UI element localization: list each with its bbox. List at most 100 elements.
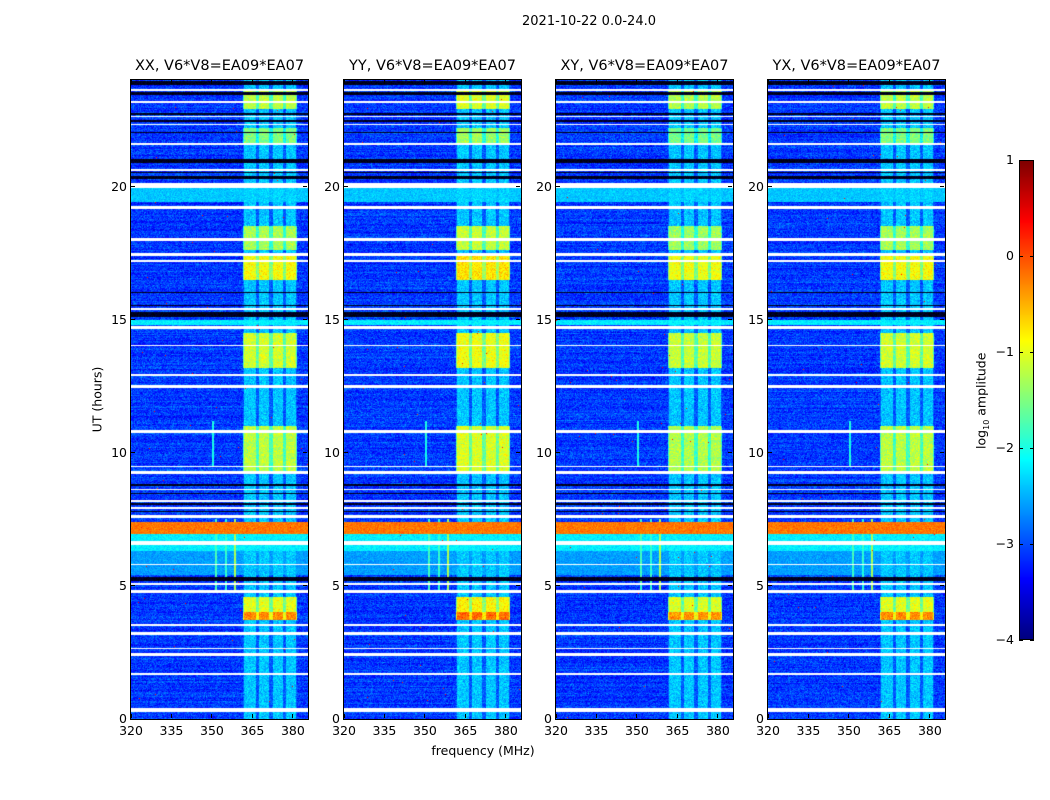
x-axis-label: frequency (MHz) — [431, 743, 535, 758]
y-tick-mark — [344, 186, 348, 187]
colorbar-tick-mark — [1019, 639, 1023, 641]
x-tick-label: 350 — [837, 723, 861, 738]
panel-title: YX, V6*V8=EA09*EA07 — [772, 58, 941, 74]
colorbar-tick-mark — [1030, 639, 1034, 641]
y-tick-mark — [131, 585, 135, 587]
x-tick-mark — [807, 714, 809, 718]
y-tick-mark — [940, 186, 944, 187]
colorbar-tick-mark — [1019, 543, 1023, 545]
colorbar-tick-label: −2 — [995, 440, 1014, 455]
x-tick-mark — [292, 80, 294, 84]
y-tick-mark — [728, 452, 732, 454]
panel-title: XY, V6*V8=EA09*EA07 — [560, 58, 729, 74]
y-tick-mark — [556, 718, 560, 720]
x-tick-label: 380 — [705, 723, 730, 738]
x-tick-mark — [343, 714, 345, 718]
x-tick-mark — [505, 80, 507, 84]
x-tick-label: 335 — [159, 723, 184, 738]
y-tick-label: 20 — [111, 178, 127, 194]
x-tick-mark — [170, 80, 172, 84]
y-tick-mark — [516, 319, 520, 321]
x-tick-mark — [717, 714, 719, 718]
y-tick-mark — [728, 585, 732, 587]
x-tick-mark — [292, 714, 294, 718]
y-tick-label: 10 — [111, 444, 127, 460]
x-tick-mark — [211, 714, 213, 718]
x-tick-mark — [130, 714, 132, 718]
y-tick-label: 15 — [536, 311, 552, 327]
y-tick-mark — [303, 718, 307, 720]
y-tick-label: 5 — [544, 577, 552, 593]
y-tick-mark — [768, 186, 772, 187]
y-tick-label: 20 — [536, 178, 552, 194]
y-tick-mark — [728, 718, 732, 720]
colorbar-tick-mark — [1030, 255, 1034, 257]
figure-title: 2021-10-22 0.0-24.0 — [522, 14, 656, 29]
colorbar-tick-mark — [1030, 351, 1034, 353]
colorbar-tick-mark — [1019, 351, 1023, 353]
x-tick-label: 380 — [493, 723, 518, 738]
colorbar-tick-mark — [1019, 447, 1023, 449]
colorbar-tick-mark — [1019, 255, 1023, 257]
x-tick-mark — [424, 80, 426, 84]
colorbar-tick-label: −4 — [995, 632, 1014, 647]
x-tick-mark — [636, 714, 638, 718]
heatmap-yx — [768, 80, 945, 719]
y-tick-mark — [728, 186, 732, 187]
panel-xx: XX, V6*V8=EA09*EA07 — [130, 58, 309, 720]
y-tick-label: 5 — [119, 577, 127, 593]
colorbar — [1019, 160, 1034, 640]
colorbar-tick-mark — [1030, 159, 1034, 161]
y-tick-mark — [303, 452, 307, 454]
x-tick-mark — [130, 80, 132, 84]
y-tick-mark — [940, 585, 944, 587]
y-axis-label: UT (hours) — [89, 366, 105, 433]
x-tick-label: 320 — [544, 723, 568, 738]
x-tick-mark — [636, 80, 638, 84]
panel-yx: YX, V6*V8=EA09*EA07 — [767, 58, 946, 720]
y-tick-mark — [768, 319, 772, 321]
x-tick-mark — [211, 80, 213, 84]
x-tick-mark — [848, 714, 850, 718]
x-tick-mark — [807, 80, 809, 84]
x-tick-mark — [251, 714, 253, 718]
colorbar-tick-label: 0 — [1006, 248, 1014, 263]
y-tick-mark — [728, 319, 732, 321]
y-tick-mark — [131, 718, 135, 720]
y-tick-label: 20 — [324, 178, 340, 194]
y-tick-mark — [556, 585, 560, 587]
x-tick-mark — [424, 714, 426, 718]
y-tick-label: 5 — [332, 577, 340, 593]
y-tick-label: 15 — [748, 311, 764, 327]
panel-title: XX, V6*V8=EA09*EA07 — [134, 58, 305, 74]
y-tick-label: 0 — [544, 711, 552, 726]
y-tick-label: 0 — [332, 711, 340, 726]
x-tick-mark — [767, 80, 769, 84]
x-tick-label: 365 — [453, 723, 478, 738]
y-tick-mark — [131, 452, 135, 454]
x-tick-mark — [170, 714, 172, 718]
x-tick-label: 350 — [625, 723, 649, 738]
y-tick-label: 15 — [111, 311, 127, 327]
y-tick-label: 10 — [748, 444, 764, 460]
x-tick-label: 380 — [917, 723, 942, 738]
y-tick-mark — [940, 452, 944, 454]
x-tick-mark — [929, 714, 931, 718]
y-tick-label: 15 — [324, 311, 340, 327]
x-tick-label: 365 — [240, 723, 265, 738]
colorbar-tick-label: −1 — [995, 344, 1014, 359]
x-tick-mark — [464, 714, 466, 718]
panel-xy: XY, V6*V8=EA09*EA07 — [555, 58, 734, 720]
x-tick-mark — [767, 714, 769, 718]
x-tick-mark — [595, 80, 597, 84]
x-tick-label: 320 — [119, 723, 143, 738]
y-tick-mark — [516, 452, 520, 454]
y-tick-label: 0 — [756, 711, 764, 726]
x-tick-mark — [595, 714, 597, 718]
x-tick-label: 350 — [200, 723, 224, 738]
y-tick-mark — [344, 585, 348, 587]
colorbar-tick-mark — [1030, 447, 1034, 449]
y-tick-label: 0 — [119, 711, 127, 726]
x-tick-mark — [888, 80, 890, 84]
